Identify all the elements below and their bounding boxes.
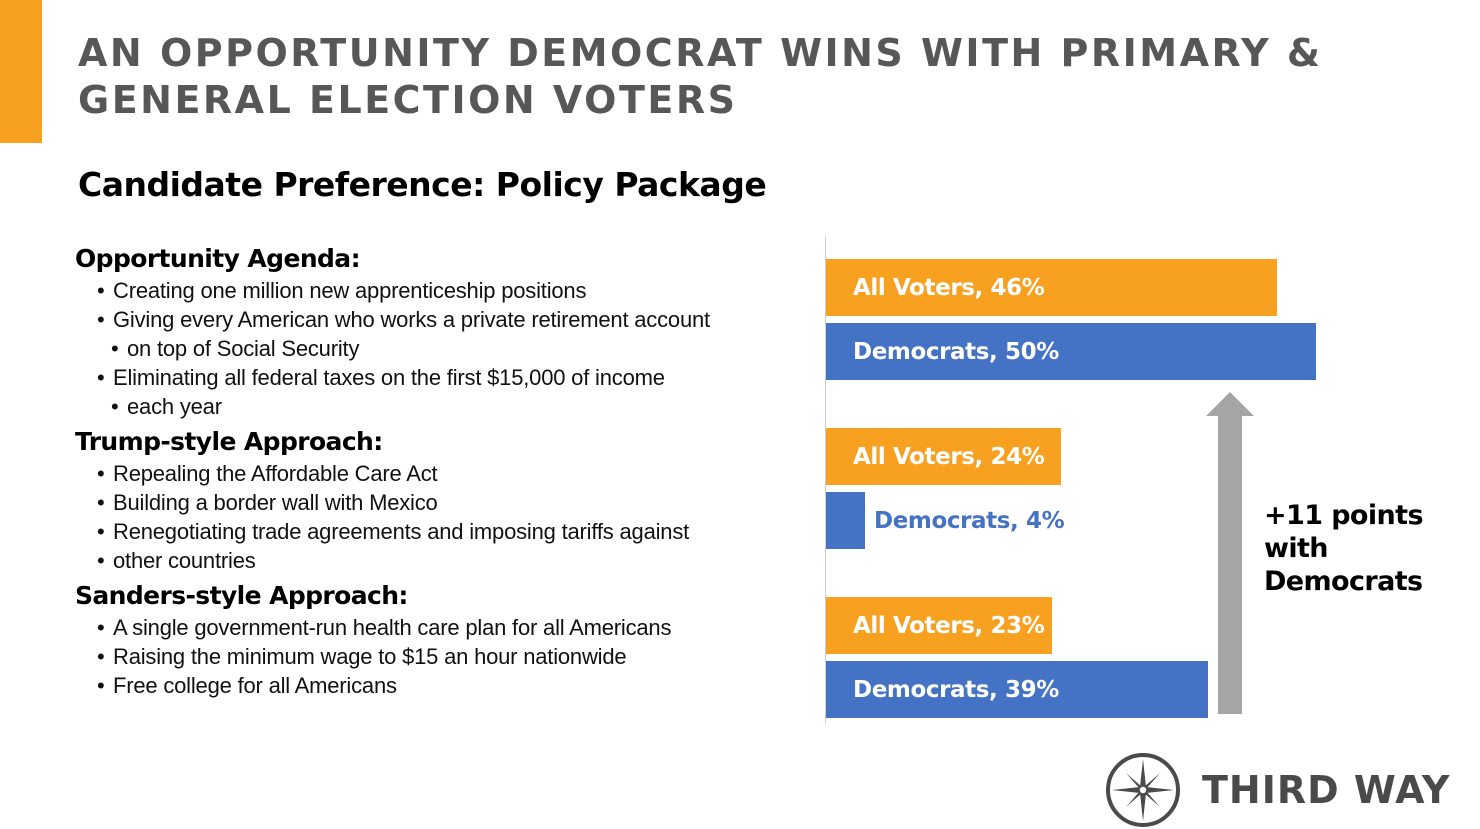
bar-trump-all-voters: All Voters, 24%: [826, 428, 1061, 485]
policy-section-opportunity: Opportunity Agenda: Creating one million…: [75, 242, 815, 421]
chart-axis: [825, 236, 826, 724]
up-arrow-icon: [1206, 392, 1254, 416]
policy-item: Creating one million new apprenticeship …: [75, 276, 815, 305]
compass-star-icon: [1106, 753, 1180, 827]
chart-subtitle: Candidate Preference: Policy Package: [78, 165, 767, 204]
bar-opportunity-democrats: Democrats, 50%: [826, 323, 1316, 380]
policy-item: A single government-run health care plan…: [75, 613, 815, 642]
title-line-2: GENERAL ELECTION VOTERS: [78, 78, 738, 122]
bar-sanders-democrats: Democrats, 39%: [826, 661, 1208, 718]
bar-label: All Voters, 46%: [853, 274, 1045, 301]
policy-item: Raising the minimum wage to $15 an hour …: [75, 642, 815, 671]
title-line-1: AN OPPORTUNITY DEMOCRAT WINS WITH PRIMAR…: [78, 31, 1323, 75]
bar-trump-democrats: Democrats, 4%: [826, 492, 1065, 549]
annotation-line: with: [1264, 533, 1329, 564]
bar-label: Democrats, 4%: [874, 507, 1065, 534]
annotation-line: Democrats: [1264, 566, 1423, 597]
policy-item: Repealing the Affordable Care Act: [75, 459, 815, 488]
annotation-line: +11 points: [1264, 500, 1424, 531]
section-heading: Sanders-style Approach:: [75, 581, 408, 610]
bar-label: All Voters, 24%: [853, 443, 1045, 470]
bar-label: Democrats, 50%: [853, 338, 1059, 365]
policy-item: Free college for all Americans: [75, 671, 815, 700]
logo-text: THIRD WAY: [1202, 768, 1451, 812]
accent-bar: [0, 0, 42, 143]
bar-sanders-all-voters: All Voters, 23%: [826, 597, 1052, 654]
policy-item: Building a border wall with Mexico: [75, 488, 815, 517]
policy-section-sanders: Sanders-style Approach: A single governm…: [75, 579, 815, 700]
bar-label: Democrats, 39%: [853, 676, 1059, 703]
gain-annotation: +11 points with Democrats: [1264, 499, 1464, 598]
policy-item-continuation: each year: [75, 392, 815, 421]
page-title: AN OPPORTUNITY DEMOCRAT WINS WITH PRIMAR…: [78, 30, 1378, 124]
policy-item: Giving every American who works a privat…: [75, 305, 815, 334]
third-way-logo: THIRD WAY: [1104, 751, 1450, 829]
bar-opportunity-all-voters: All Voters, 46%: [826, 259, 1277, 316]
policy-section-trump: Trump-style Approach: Repealing the Affo…: [75, 425, 815, 575]
section-heading: Trump-style Approach:: [75, 427, 383, 456]
policy-item-continuation: other countries: [75, 546, 815, 575]
policy-item-continuation: on top of Social Security: [75, 334, 815, 363]
policy-item: Renegotiating trade agreements and impos…: [75, 517, 815, 546]
section-heading: Opportunity Agenda:: [75, 244, 361, 273]
policy-item: Eliminating all federal taxes on the fir…: [75, 363, 815, 392]
bar-label: All Voters, 23%: [853, 612, 1045, 639]
up-arrow-shaft: [1218, 414, 1242, 714]
policy-list: Opportunity Agenda: Creating one million…: [75, 242, 815, 704]
